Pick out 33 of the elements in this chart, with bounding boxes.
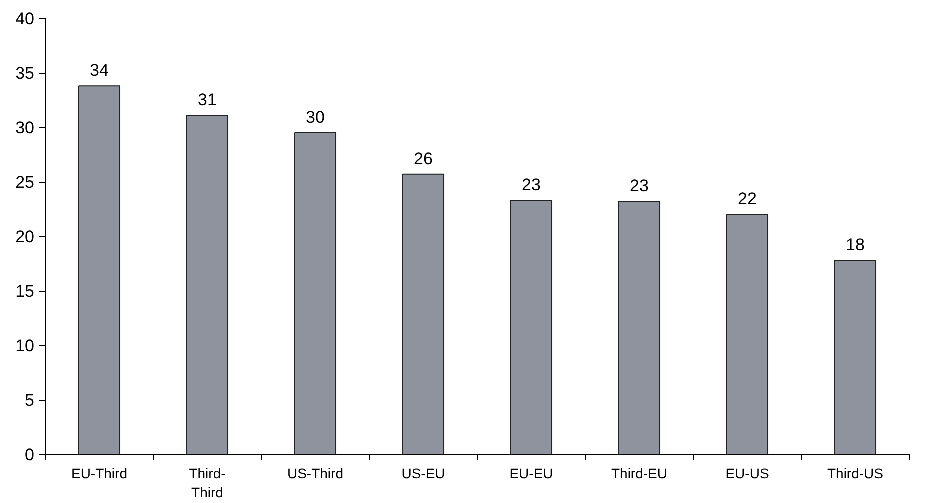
- data-label: 26: [414, 149, 433, 168]
- bar: [510, 200, 553, 454]
- bar: [186, 115, 229, 454]
- data-label: 23: [522, 176, 541, 195]
- x-tick-label: EU-Third: [71, 466, 128, 482]
- data-label: 23: [630, 176, 649, 196]
- y-tick-label: 30: [16, 118, 35, 138]
- x-tick-label: Third-Third: [189, 466, 226, 501]
- data-label: 34: [90, 61, 109, 80]
- y-tick-label: 35: [16, 64, 35, 83]
- data-label: 22: [738, 190, 757, 209]
- y-tick-label: 15: [16, 282, 35, 301]
- x-tick-label: Third-US: [827, 466, 884, 482]
- y-tick-label: 5: [25, 391, 35, 410]
- x-tick-label: Third-EU: [611, 466, 668, 482]
- x-tick-label: US-Third: [287, 466, 344, 482]
- bar: [78, 86, 121, 454]
- y-tick-label: 25: [16, 173, 35, 192]
- y-tick-label: 20: [16, 228, 35, 246]
- x-tick-label: EU-US: [726, 466, 770, 482]
- bar: [294, 132, 337, 454]
- data-label: 31: [198, 90, 217, 110]
- y-tick-label: 0: [25, 446, 35, 464]
- y-tick-label: 40: [16, 10, 35, 28]
- data-label: 18: [846, 235, 865, 254]
- y-tick-label: 10: [16, 336, 35, 356]
- x-tick-label: EU-EU: [510, 466, 554, 482]
- bar: [726, 214, 769, 454]
- bar: [834, 260, 877, 454]
- bar: [402, 174, 445, 454]
- bar: [618, 201, 661, 454]
- data-label: 30: [306, 108, 325, 127]
- x-tick-label: US-EU: [402, 466, 446, 482]
